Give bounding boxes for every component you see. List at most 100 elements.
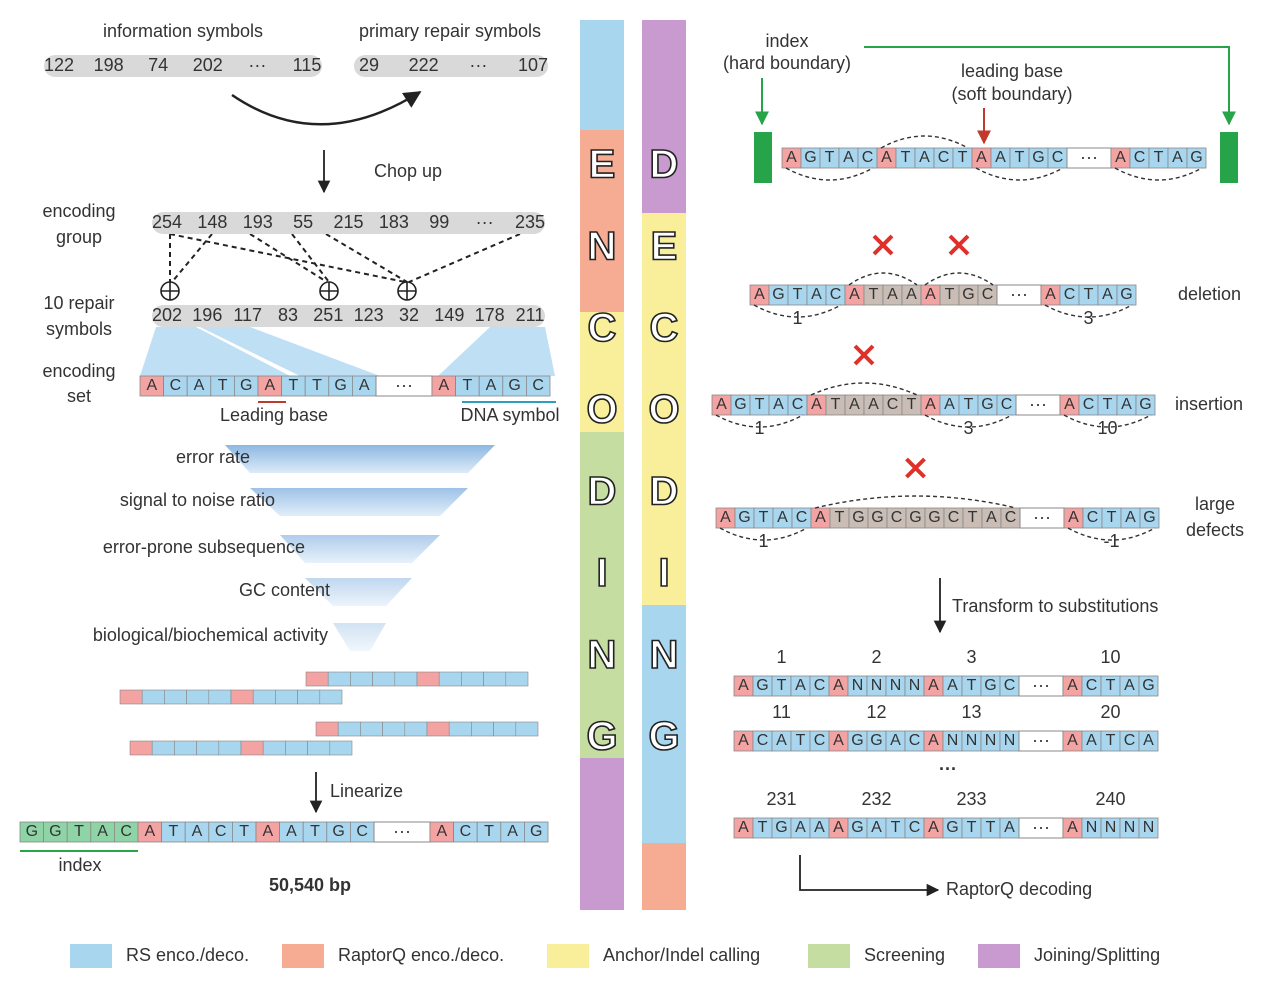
fragment-cell: [285, 740, 308, 756]
label: N: [650, 633, 679, 677]
label: Joining/Splitting: [1034, 945, 1160, 965]
label: 3: [1083, 308, 1093, 328]
legend-swatch: [547, 944, 589, 968]
dna-symbol: ACTAG: [1115, 149, 1203, 166]
label: encoding: [42, 361, 115, 381]
arc: [924, 414, 1013, 428]
label: 193: [243, 212, 273, 232]
label: RaptorQ enco./deco.: [338, 945, 504, 965]
fragment-cell: [505, 671, 529, 687]
fragment-cell: [141, 689, 165, 705]
arc: [848, 272, 918, 286]
label: 1: [792, 308, 802, 328]
label: (hard boundary): [723, 53, 851, 73]
arc: [814, 495, 1017, 509]
legend-swatch: [70, 944, 112, 968]
screening-stage: [333, 623, 386, 651]
dna-symbol: ACATC: [738, 732, 825, 749]
fragment-cell: [438, 671, 462, 687]
fragment-cell: [151, 740, 175, 756]
label: primary repair symbols: [359, 21, 541, 41]
fragment-cell: [275, 689, 298, 705]
label: ···: [1032, 675, 1050, 695]
label: N: [588, 224, 617, 268]
fragment-cell: [426, 721, 450, 737]
label: -1: [1103, 531, 1119, 551]
label: Transform to substitutions: [952, 596, 1158, 616]
label: GC content: [239, 580, 330, 600]
xor-links: [169, 233, 521, 283]
base-cell: [1138, 817, 1159, 839]
label: defects: [1186, 520, 1244, 540]
label: 1: [758, 531, 768, 551]
label: ···: [1080, 147, 1098, 167]
arc: [1114, 167, 1203, 181]
label: I: [596, 551, 607, 595]
label: set: [67, 386, 91, 406]
dna-symbol: AGGAC: [833, 732, 920, 749]
fragment-cell: [208, 689, 232, 705]
dna-symbol: ANNNN: [928, 732, 1015, 749]
arc: [715, 414, 804, 428]
fragment-cell: [305, 671, 329, 687]
arc: [753, 304, 842, 318]
label: 215: [333, 212, 363, 232]
hard-boundary: [754, 132, 772, 183]
arc: [785, 167, 874, 181]
fragment-cell: [327, 671, 351, 687]
label: 3: [966, 647, 976, 667]
index-seq: GGTAC: [26, 823, 132, 840]
label: 11: [772, 702, 791, 722]
fragment-cell: [119, 689, 143, 705]
label: (soft boundary): [951, 84, 1072, 104]
stage-band: [580, 20, 624, 130]
arc: [1044, 304, 1133, 318]
mapping-wedge: [140, 327, 290, 376]
label: 196: [192, 305, 222, 325]
label: large: [1195, 494, 1235, 514]
dna-symbol: AGTTA: [928, 819, 1015, 836]
label: 12: [866, 702, 886, 722]
label: 254: [152, 212, 182, 232]
label: 235: [515, 212, 545, 232]
label: 117: [233, 305, 262, 325]
label: E: [651, 224, 678, 268]
label: ···: [939, 759, 957, 779]
label: 3: [963, 418, 973, 438]
label: 149: [434, 305, 464, 325]
fragment-cell: [307, 740, 331, 756]
defect-mark: [872, 234, 894, 256]
label: ···: [1029, 394, 1047, 414]
dna-symbol: ATAGC: [438, 377, 544, 394]
label: symbols: [46, 319, 112, 339]
label: C: [588, 306, 617, 350]
label: 115: [293, 55, 322, 75]
label: 123: [354, 305, 384, 325]
label: 2: [871, 647, 881, 667]
label: RS enco./deco.: [126, 945, 249, 965]
stage-band: [642, 605, 686, 843]
label: O: [648, 388, 679, 432]
dna-symbol: AGTAC: [786, 149, 873, 166]
label: 148: [197, 212, 227, 232]
label: 211: [516, 305, 545, 325]
dna-symbol: ACTAG: [1064, 396, 1152, 413]
mapping-wedge: [438, 327, 555, 376]
dna-symbol: AATGC: [928, 677, 1015, 694]
screening-stage: [225, 445, 495, 473]
stage-band: [642, 843, 686, 910]
label: 1: [754, 418, 764, 438]
fragment-cell: [404, 721, 428, 737]
dna-symbol: ATGAA: [738, 819, 825, 836]
base-cell: [1138, 675, 1159, 697]
label: ···: [1032, 730, 1050, 750]
label: ···: [395, 375, 413, 395]
dna-symbol: ATACT: [144, 823, 249, 840]
label: group: [56, 227, 102, 247]
symbol-pill: [354, 55, 548, 77]
fragment-cell: [262, 740, 286, 756]
hard-boundary: [1220, 132, 1238, 183]
fragment-cell: [164, 689, 187, 705]
label: 74: [148, 55, 168, 75]
